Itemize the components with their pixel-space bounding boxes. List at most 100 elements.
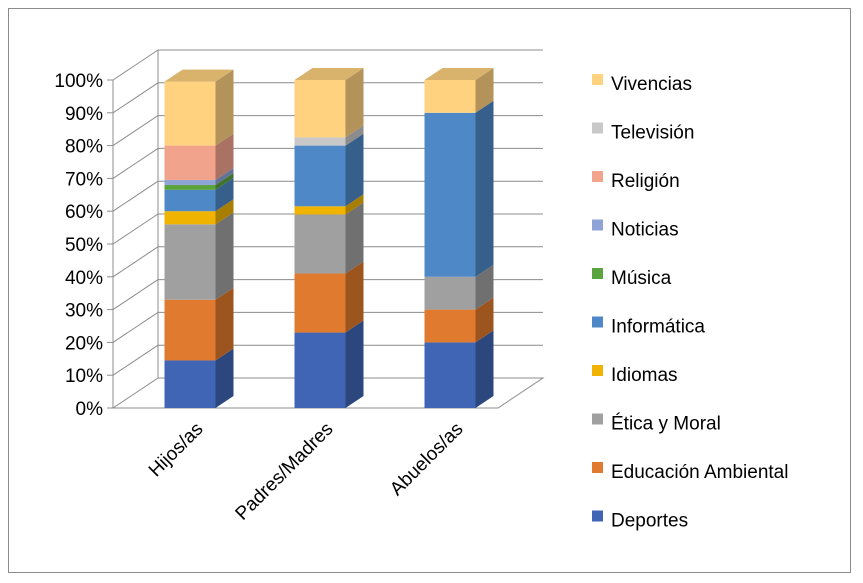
y-tick-label: 80% xyxy=(65,137,103,158)
bar-segment-Deportes xyxy=(164,348,234,408)
y-tick-label: 50% xyxy=(65,235,103,256)
legend-label: Idiomas xyxy=(611,365,678,386)
legend-swatch xyxy=(592,510,603,522)
y-tick-label: 30% xyxy=(65,301,103,322)
bar-side-face xyxy=(215,212,234,300)
y-tick-label: 100% xyxy=(54,71,103,92)
legend-item: Vivencias xyxy=(592,74,692,95)
legend-item: Noticias xyxy=(592,219,679,241)
y-tick-label: 90% xyxy=(65,104,103,125)
bar-segment-Idiomas xyxy=(294,194,364,215)
legend-item: Religión xyxy=(592,171,680,192)
bar-segment-Informática xyxy=(424,100,494,277)
bar-front-face xyxy=(164,81,216,146)
gridline-left-wall xyxy=(112,344,159,376)
bar-segment-Deportes xyxy=(294,320,364,408)
legend-item: Televisión xyxy=(592,122,694,144)
legend-label: Música xyxy=(611,268,672,289)
bar-segment-Religión xyxy=(164,133,234,181)
legend-item: Ética y Moral xyxy=(592,413,721,435)
y-axis-tick-labels: 0% 10% 20% 30% 40% 50% 60% 70% 80% 90% 100% xyxy=(54,71,103,420)
gridline-left-wall xyxy=(112,311,159,343)
gridline-left-wall xyxy=(112,49,159,81)
y-tick-label: 20% xyxy=(65,333,103,354)
bar-segment-Educación Ambiental xyxy=(294,261,364,333)
bar-front-face xyxy=(424,309,476,343)
bar-front-face xyxy=(424,342,476,408)
legend-swatch xyxy=(592,462,603,473)
bar-segment-Ética y Moral xyxy=(294,202,364,274)
bar-front-face xyxy=(164,360,216,408)
bar-side-face xyxy=(345,125,364,146)
bar-front-face xyxy=(294,80,346,138)
bar-side-face xyxy=(345,261,364,333)
bar-side-face xyxy=(345,202,364,274)
legend-swatch xyxy=(592,413,603,425)
legend: Vivencias Televisión Religión Noticias Músic… xyxy=(592,74,788,532)
bar-front-face xyxy=(164,224,216,300)
bar-front-face xyxy=(164,184,216,190)
legend-swatch xyxy=(592,268,603,279)
bar-side-face xyxy=(215,69,234,146)
bar-side-face xyxy=(215,287,234,361)
bar-segment-Informática xyxy=(164,177,234,212)
bar-segment-Música xyxy=(164,172,234,190)
bar-side-face xyxy=(475,100,494,277)
gridline-left-wall xyxy=(112,180,159,212)
bar-top-face xyxy=(294,68,364,80)
y-tick-label: 0% xyxy=(76,399,104,420)
bar-side-face xyxy=(215,133,234,181)
x-category-label: Hijos/as xyxy=(145,419,208,482)
bar-segment-Ética y Moral xyxy=(164,212,234,300)
x-category-label: Padres/Madres xyxy=(232,419,338,525)
bar-front-face xyxy=(164,145,216,181)
legend-label: Religión xyxy=(611,171,680,192)
bar-segment-Ética y Moral xyxy=(424,264,494,310)
gridline-left-wall xyxy=(112,279,159,311)
legend-label: Noticias xyxy=(611,220,679,241)
bar-front-face xyxy=(424,276,476,310)
gridline-left-wall xyxy=(112,246,159,278)
bar-front-face xyxy=(424,112,476,277)
y-tick-label: 40% xyxy=(65,268,103,289)
bar-segment-Vivencias xyxy=(424,68,494,113)
bar-side-face xyxy=(345,194,364,215)
gridline-left-wall xyxy=(112,115,159,147)
legend-item: Deportes xyxy=(592,510,688,532)
legend-label: Deportes xyxy=(611,511,688,532)
bar-side-face xyxy=(475,68,494,113)
legend-item: Idiomas xyxy=(592,365,678,386)
bar-front-face xyxy=(294,137,346,146)
legend-swatch xyxy=(592,122,603,134)
bar-segment-Informática xyxy=(294,133,364,207)
legend-label: Educación Ambiental xyxy=(611,462,788,483)
bar-side-face xyxy=(215,168,234,185)
y-tick-label: 10% xyxy=(65,366,103,387)
bar-front-face xyxy=(424,80,476,113)
gridline-left-wall xyxy=(112,213,159,245)
bar-front-face xyxy=(294,214,346,274)
bar-front-face xyxy=(294,145,346,207)
bar-segment-Educación Ambiental xyxy=(424,297,494,343)
legend-swatch xyxy=(592,316,603,328)
bar-front-face xyxy=(164,211,216,225)
legend-item: Educación Ambiental xyxy=(592,462,788,483)
gridline-left-wall xyxy=(112,82,159,114)
legend-label: Ética y Moral xyxy=(611,414,721,435)
bar-front-face xyxy=(294,332,346,408)
bar-front-face xyxy=(164,189,216,212)
bar-side-face xyxy=(215,177,234,212)
legend-label: Vivencias xyxy=(611,74,692,95)
bar-side-face xyxy=(475,264,494,310)
legend-item: Informática xyxy=(592,316,705,338)
bar-segment-Televisión xyxy=(294,125,364,146)
bar-side-face xyxy=(345,320,364,408)
gridline-left-wall xyxy=(112,147,159,179)
legend-label: Televisión xyxy=(611,123,694,144)
bar-segment-Vivencias xyxy=(294,68,364,138)
legend-swatch xyxy=(592,219,603,231)
legend-swatch xyxy=(592,171,603,182)
bar-front-face xyxy=(294,273,346,333)
bar-side-face xyxy=(345,68,364,138)
